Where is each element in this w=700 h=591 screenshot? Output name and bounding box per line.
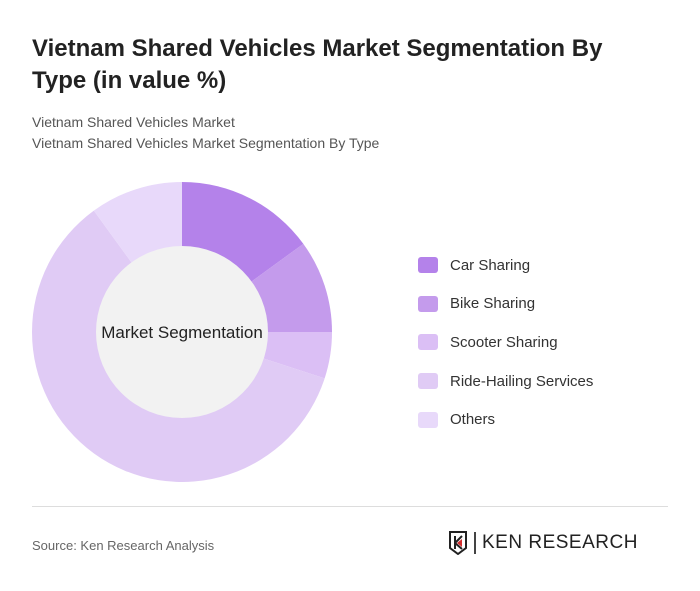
- ken-research-logo: KEN RESEARCH: [448, 531, 638, 555]
- legend: Car Sharing Bike Sharing Scooter Sharing Ri…: [418, 246, 593, 439]
- legend-item: Car Sharing: [418, 246, 593, 285]
- subtitle-segmentation: Vietnam Shared Vehicles Market Segmentat…: [32, 135, 380, 151]
- divider: [32, 506, 668, 507]
- legend-label: Bike Sharing: [450, 295, 536, 313]
- legend-label: Scooter Sharing: [450, 333, 558, 351]
- center-label: Market Segmentation: [101, 323, 263, 342]
- legend-swatch: [418, 295, 438, 312]
- legend-item: Ride-Hailing Services: [418, 362, 593, 401]
- legend-swatch: [418, 334, 438, 351]
- source-text: Source: Ken Research Analysis: [32, 538, 215, 553]
- legend-swatch: [418, 257, 438, 274]
- logo-icon: [449, 531, 467, 555]
- legend-item: Bike Sharing: [418, 285, 593, 324]
- legend-swatch: [418, 411, 438, 428]
- legend-item: Others: [418, 400, 593, 439]
- chart-title: Vietnam Shared Vehicles Market Segmentat…: [32, 35, 603, 94]
- logo-text: KEN RESEARCH: [474, 532, 638, 554]
- legend-label: Others: [450, 411, 496, 429]
- legend-swatch: [418, 373, 438, 390]
- legend-label: Car Sharing: [450, 256, 531, 274]
- donut-center: [96, 246, 268, 418]
- donut-chart: Market Segmentation: [32, 182, 332, 483]
- subtitle-market: Vietnam Shared Vehicles Market: [32, 114, 235, 130]
- legend-item: Scooter Sharing: [418, 323, 593, 362]
- legend-label: Ride-Hailing Services: [450, 372, 594, 390]
